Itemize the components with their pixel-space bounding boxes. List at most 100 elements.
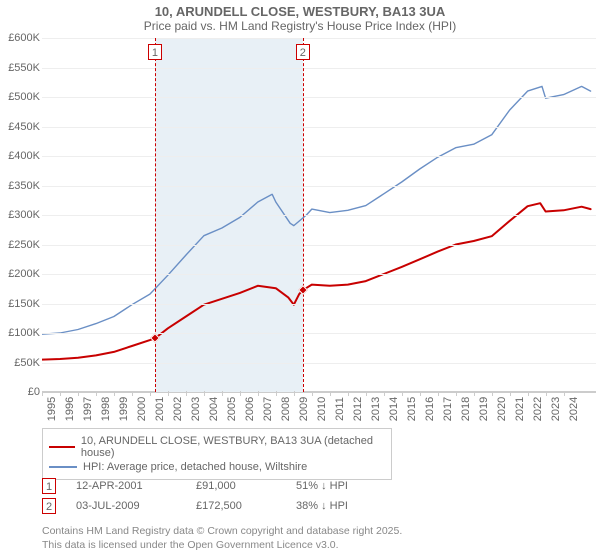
x-tick — [528, 391, 529, 396]
y-axis-label: £500K — [0, 91, 40, 103]
y-axis-label: £50K — [0, 357, 40, 369]
legend-swatch — [49, 466, 77, 468]
x-axis-label: 2009 — [298, 397, 310, 421]
marker-id-box: 2 — [42, 498, 56, 514]
x-axis-label: 2012 — [352, 397, 364, 421]
marker-price: £172,500 — [196, 500, 276, 512]
marker-box: 1 — [148, 44, 162, 60]
x-tick — [42, 391, 43, 396]
x-tick — [384, 391, 385, 396]
gridline — [42, 38, 596, 39]
page-subtitle: Price paid vs. HM Land Registry's House … — [0, 19, 600, 35]
gridline — [42, 245, 596, 246]
x-axis-label: 2007 — [262, 397, 274, 421]
x-axis-label: 2014 — [388, 397, 400, 421]
x-axis-label: 2008 — [280, 397, 292, 421]
y-axis-label: £0 — [0, 386, 40, 398]
x-tick — [150, 391, 151, 396]
y-axis-label: £450K — [0, 121, 40, 133]
x-axis-label: 2013 — [370, 397, 382, 421]
x-axis-label: 2019 — [478, 397, 490, 421]
x-axis-label: 2023 — [550, 397, 562, 421]
x-tick — [456, 391, 457, 396]
x-tick — [132, 391, 133, 396]
x-axis-label: 2006 — [244, 397, 256, 421]
x-axis-label: 2004 — [208, 397, 220, 421]
series-price — [42, 203, 591, 359]
legend-row: 10, ARUNDELL CLOSE, WESTBURY, BA13 3UA (… — [49, 435, 385, 459]
page-title: 10, ARUNDELL CLOSE, WESTBURY, BA13 3UA — [0, 0, 600, 19]
gridline — [42, 363, 596, 364]
x-axis-label: 2015 — [406, 397, 418, 421]
chart: £0£50K£100K£150K£200K£250K£300K£350K£400… — [42, 38, 596, 392]
x-tick — [276, 391, 277, 396]
x-tick — [510, 391, 511, 396]
x-tick — [96, 391, 97, 396]
x-axis-label: 2000 — [136, 397, 148, 421]
x-tick — [78, 391, 79, 396]
x-axis-label: 1998 — [100, 397, 112, 421]
gridline — [42, 127, 596, 128]
y-axis-label: £550K — [0, 62, 40, 74]
gridline — [42, 156, 596, 157]
y-axis-label: £250K — [0, 239, 40, 251]
x-axis-label: 1999 — [118, 397, 130, 421]
x-tick — [402, 391, 403, 396]
x-tick — [258, 391, 259, 396]
x-tick — [240, 391, 241, 396]
x-tick — [294, 391, 295, 396]
legend-swatch — [49, 446, 75, 448]
marker-pct: 51% ↓ HPI — [296, 480, 386, 492]
y-axis-label: £100K — [0, 327, 40, 339]
x-tick — [438, 391, 439, 396]
marker-vline — [303, 38, 304, 392]
legend-label: 10, ARUNDELL CLOSE, WESTBURY, BA13 3UA (… — [81, 435, 385, 459]
gridline — [42, 186, 596, 187]
gridline — [42, 215, 596, 216]
y-axis-label: £200K — [0, 268, 40, 280]
x-tick — [348, 391, 349, 396]
footer-line-2: This data is licensed under the Open Gov… — [42, 538, 582, 552]
x-tick — [312, 391, 313, 396]
x-axis-label: 2022 — [532, 397, 544, 421]
gridline — [42, 304, 596, 305]
marker-box: 2 — [296, 44, 310, 60]
x-axis-label: 2002 — [172, 397, 184, 421]
marker-rows: 112-APR-2001£91,00051% ↓ HPI203-JUL-2009… — [42, 474, 582, 518]
x-tick — [114, 391, 115, 396]
marker-date: 12-APR-2001 — [76, 480, 176, 492]
x-axis-label: 2021 — [514, 397, 526, 421]
x-axis-label: 2020 — [496, 397, 508, 421]
x-tick — [420, 391, 421, 396]
x-axis-label: 1995 — [46, 397, 58, 421]
x-axis-label: 2017 — [442, 397, 454, 421]
marker-id-box: 1 — [42, 478, 56, 494]
x-tick — [168, 391, 169, 396]
x-tick — [60, 391, 61, 396]
x-tick — [366, 391, 367, 396]
legend-label: HPI: Average price, detached house, Wilt… — [83, 461, 307, 473]
y-axis-label: £300K — [0, 209, 40, 221]
x-axis-label: 2016 — [424, 397, 436, 421]
x-axis-label: 2010 — [316, 397, 328, 421]
y-axis-label: £400K — [0, 150, 40, 162]
gridline — [42, 274, 596, 275]
x-tick — [222, 391, 223, 396]
x-tick — [474, 391, 475, 396]
x-tick — [186, 391, 187, 396]
series-hpi — [42, 86, 591, 334]
marker-pct: 38% ↓ HPI — [296, 500, 386, 512]
gridline — [42, 333, 596, 334]
legend: 10, ARUNDELL CLOSE, WESTBURY, BA13 3UA (… — [42, 428, 392, 480]
marker-price: £91,000 — [196, 480, 276, 492]
x-axis-label: 2018 — [460, 397, 472, 421]
marker-row: 203-JUL-2009£172,50038% ↓ HPI — [42, 498, 582, 514]
x-tick — [492, 391, 493, 396]
x-axis-label: 2024 — [568, 397, 580, 421]
x-axis-label: 2001 — [154, 397, 166, 421]
x-tick — [564, 391, 565, 396]
x-tick — [204, 391, 205, 396]
y-axis-label: £600K — [0, 32, 40, 44]
x-axis-label: 2011 — [334, 397, 346, 421]
gridline — [42, 97, 596, 98]
